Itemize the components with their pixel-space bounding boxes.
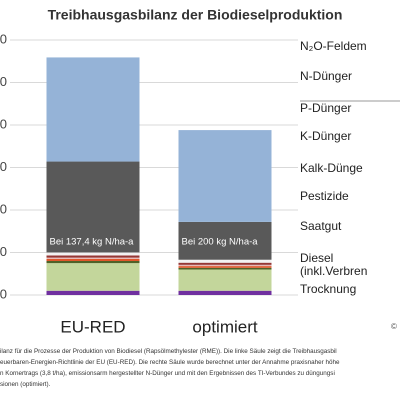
bar-annotation: Bei 137,4 kg N/ha-a bbox=[50, 237, 135, 248]
bar-segment bbox=[178, 264, 272, 267]
legend-label: K-Dünger bbox=[300, 130, 352, 143]
bar-segment bbox=[178, 262, 272, 265]
bar-segment bbox=[46, 252, 140, 256]
y-tick-label: 60 bbox=[0, 31, 7, 46]
legend-item: K-Dünger bbox=[300, 130, 400, 143]
legend-item: Trocknung bbox=[300, 283, 400, 296]
legend-item: Pestizide bbox=[300, 190, 400, 203]
bar-segment bbox=[178, 130, 272, 222]
bar-segment bbox=[46, 257, 140, 259]
x-tick-label: optimiert bbox=[192, 317, 257, 336]
y-tick-label: 0 bbox=[0, 286, 7, 301]
x-tick-label: EU-RED bbox=[60, 317, 125, 336]
bar-segment bbox=[46, 290, 140, 295]
bar-segment bbox=[178, 290, 272, 295]
legend-label: Saatgut bbox=[300, 220, 342, 233]
bar-segment bbox=[178, 267, 272, 270]
legend-label: Diesel (inkl.Verbren bbox=[300, 252, 368, 278]
caption-line: ilanz für die Prozesse der Produktion vo… bbox=[0, 348, 337, 355]
caption-line: n Kornertrags (3,8 t/ha), emissionsarm h… bbox=[0, 370, 335, 377]
copyright: © bbox=[391, 322, 397, 331]
legend-label: P-Dünger bbox=[300, 101, 352, 115]
bar-segment bbox=[46, 263, 140, 291]
legend-label: Pestizide bbox=[300, 190, 349, 203]
y-tick-label: 30 bbox=[0, 159, 7, 174]
bar-segment bbox=[46, 161, 140, 253]
legend-item: Diesel (inkl.Verbren bbox=[300, 252, 400, 278]
bar-segment bbox=[178, 259, 272, 263]
legend-label: N-Dünger bbox=[300, 70, 353, 83]
bar-segment bbox=[178, 266, 272, 268]
bar-segment bbox=[46, 258, 140, 261]
legend-item: N-Dünger bbox=[300, 70, 400, 83]
legend-item: N₂O-Feldem bbox=[300, 40, 400, 53]
legend-item: P-Dünger bbox=[300, 100, 400, 115]
bar-annotation: Bei 200 kg N/ha-a bbox=[182, 237, 259, 248]
legend-item: Saatgut bbox=[300, 220, 400, 233]
bar-segment bbox=[46, 261, 140, 264]
bar-segment bbox=[46, 255, 140, 258]
caption-line: euerbaren-Energien-Richtlinie der EU (EU… bbox=[0, 359, 340, 366]
y-tick-label: 40 bbox=[0, 116, 7, 131]
caption-line: sionen (optimiert). bbox=[0, 381, 51, 388]
y-tick-label: 50 bbox=[0, 74, 7, 89]
bar-segment bbox=[46, 57, 140, 162]
legend-item: Kalk-Dünge bbox=[300, 162, 400, 175]
y-tick-label: 20 bbox=[0, 201, 7, 216]
bar-segment bbox=[178, 221, 272, 260]
y-tick-label: 10 bbox=[0, 244, 7, 259]
bar-segment bbox=[178, 269, 272, 291]
chart-title: Treibhausgasbilanz der Biodieselprodukti… bbox=[48, 7, 343, 23]
legend-label: Trocknung bbox=[300, 283, 357, 296]
legend-label: Kalk-Dünge bbox=[300, 162, 363, 175]
legend-label: N₂O-Feldem bbox=[300, 40, 367, 53]
